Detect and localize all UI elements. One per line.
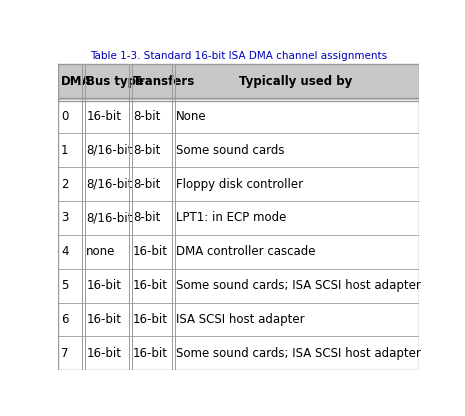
Bar	[173, 201, 418, 235]
Bar	[130, 64, 173, 99]
Text: None: None	[176, 110, 207, 123]
Text: 16-bit: 16-bit	[133, 347, 168, 360]
Text: LPT1: in ECP mode: LPT1: in ECP mode	[176, 211, 287, 225]
Bar	[173, 134, 418, 167]
Text: 16-bit: 16-bit	[133, 313, 168, 326]
Text: 5: 5	[61, 279, 68, 292]
Text: Bus type: Bus type	[86, 75, 144, 89]
Bar	[83, 235, 130, 269]
Text: 16-bit: 16-bit	[133, 279, 168, 292]
Bar	[173, 99, 418, 134]
Bar	[173, 337, 418, 370]
Bar	[173, 64, 418, 99]
Text: Some sound cards: Some sound cards	[176, 144, 285, 157]
Bar	[173, 167, 418, 201]
Bar	[130, 201, 173, 235]
Bar	[58, 235, 83, 269]
Text: DMA: DMA	[61, 75, 92, 89]
Bar	[130, 337, 173, 370]
Text: 2: 2	[61, 178, 68, 191]
Text: 8-bit: 8-bit	[133, 211, 160, 225]
Text: 0: 0	[61, 110, 68, 123]
Text: ISA SCSI host adapter: ISA SCSI host adapter	[176, 313, 305, 326]
Text: 8/16-bit: 8/16-bit	[86, 211, 133, 225]
Text: 1: 1	[61, 144, 68, 157]
Bar	[58, 269, 83, 302]
Bar	[130, 269, 173, 302]
Text: 16-bit: 16-bit	[86, 347, 121, 360]
Bar	[83, 134, 130, 167]
Text: 6: 6	[61, 313, 68, 326]
Bar	[130, 302, 173, 337]
Text: 8-bit: 8-bit	[133, 110, 160, 123]
Bar	[83, 99, 130, 134]
Text: 8-bit: 8-bit	[133, 178, 160, 191]
Bar	[130, 167, 173, 201]
Bar	[58, 337, 83, 370]
Bar	[130, 134, 173, 167]
Text: DMA controller cascade: DMA controller cascade	[176, 245, 316, 258]
Bar	[173, 235, 418, 269]
Bar	[58, 167, 83, 201]
Text: 16-bit: 16-bit	[86, 279, 121, 292]
Text: 4: 4	[61, 245, 68, 258]
Bar	[83, 167, 130, 201]
Bar	[130, 235, 173, 269]
Bar	[58, 201, 83, 235]
Bar	[58, 99, 83, 134]
Bar	[58, 302, 83, 337]
Bar	[83, 269, 130, 302]
Bar	[83, 201, 130, 235]
Bar	[58, 134, 83, 167]
Bar	[173, 269, 418, 302]
Text: 16-bit: 16-bit	[86, 313, 121, 326]
Bar	[130, 99, 173, 134]
Text: 16-bit: 16-bit	[133, 245, 168, 258]
Text: Transfers: Transfers	[133, 75, 195, 89]
Text: Table 1-3. Standard 16-bit ISA DMA channel assignments: Table 1-3. Standard 16-bit ISA DMA chann…	[90, 51, 387, 61]
Text: 8-bit: 8-bit	[133, 144, 160, 157]
Text: 8/16-bit: 8/16-bit	[86, 144, 133, 157]
Text: none: none	[86, 245, 116, 258]
Text: Some sound cards; ISA SCSI host adapter: Some sound cards; ISA SCSI host adapter	[176, 347, 421, 360]
Bar	[173, 302, 418, 337]
Bar	[83, 64, 130, 99]
Text: Floppy disk controller: Floppy disk controller	[176, 178, 304, 191]
Bar	[83, 337, 130, 370]
Text: 7: 7	[61, 347, 68, 360]
Text: 16-bit: 16-bit	[86, 110, 121, 123]
Text: Some sound cards; ISA SCSI host adapter: Some sound cards; ISA SCSI host adapter	[176, 279, 421, 292]
Bar	[58, 64, 83, 99]
Bar	[83, 302, 130, 337]
Text: Typically used by: Typically used by	[239, 75, 352, 89]
Text: 3: 3	[61, 211, 68, 225]
Text: 8/16-bit: 8/16-bit	[86, 178, 133, 191]
